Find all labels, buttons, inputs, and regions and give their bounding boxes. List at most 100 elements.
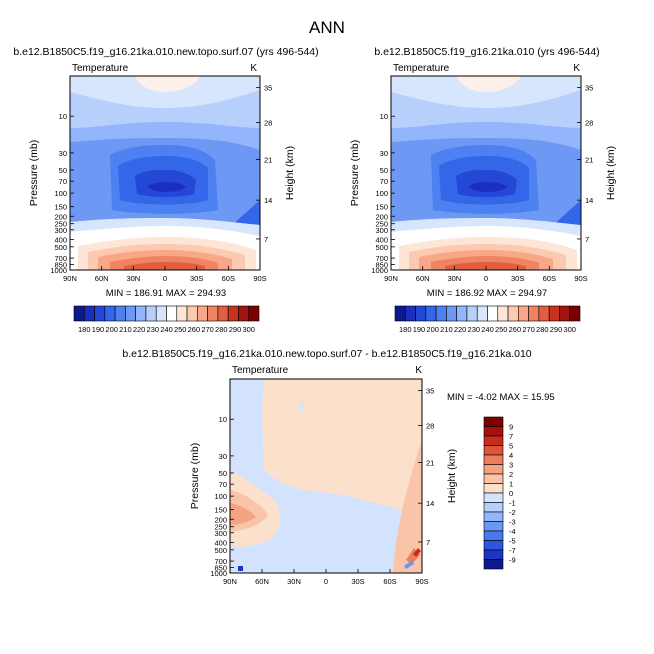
panel-subtitle-right: K (415, 365, 422, 376)
y-right-tick-label: 7 (264, 235, 268, 244)
colorbar-label: 260 (188, 325, 201, 334)
y-tick-label: 400 (54, 235, 67, 244)
colorbar-swatch (114, 305, 126, 322)
contour-band (469, 182, 507, 192)
y-tick-label: 500 (375, 243, 388, 252)
colorbar-swatch (197, 305, 208, 322)
colorbar-label: 0 (509, 489, 513, 498)
y-axis-right: 35 28 21 14 7 (418, 387, 434, 547)
colorbar-label: 200 (426, 325, 439, 334)
x-tick-label: 90S (574, 274, 587, 283)
y-axis-label-right: Height (km) (284, 146, 296, 200)
y-tick-label: 10 (380, 112, 388, 121)
colorbar-label: -7 (509, 546, 516, 555)
y-axis-label: Pressure (mb) (349, 140, 361, 207)
y-tick-label: 200 (54, 212, 67, 221)
x-tick-label: 60N (95, 274, 109, 283)
y-right-tick-label: 14 (264, 196, 272, 205)
y-tick-label: 250 (375, 220, 388, 229)
y-tick-label: 30 (59, 149, 67, 158)
contour-band (230, 503, 256, 525)
y-tick-label: 200 (375, 212, 388, 221)
colorbar-label: -9 (509, 556, 516, 565)
x-tick-label: 0 (484, 274, 488, 283)
colorbar-swatch (548, 305, 560, 322)
x-tick-label: 0 (163, 274, 167, 283)
x-tick-label: 90N (223, 577, 237, 586)
contour-field (391, 76, 581, 270)
x-tick-label: 90S (253, 274, 266, 283)
y-tick-label: 300 (54, 226, 67, 235)
colorbar-label: 230 (468, 325, 481, 334)
x-axis: 90N 60N 30N 0 30S 60S 90S (223, 569, 429, 586)
colorbar-swatch (483, 511, 504, 522)
contour-band (413, 548, 421, 557)
colorbar-label: 4 (509, 451, 513, 460)
colorbar-label: 5 (509, 442, 513, 451)
contour-band (148, 182, 186, 192)
colorbar-swatch (145, 305, 157, 322)
colorbar-swatch (466, 305, 478, 322)
colorbar-swatch (176, 305, 188, 322)
colorbar-label: 230 (147, 325, 160, 334)
x-tick-label: 60S (222, 274, 235, 283)
colorbar-swatch (518, 305, 529, 322)
stats-text: MIN = 186.91 MAX = 294.93 (106, 288, 226, 299)
colorbar-swatch (217, 305, 229, 322)
y-tick-label: 1000 (50, 266, 67, 275)
x-tick-label: 30N (447, 274, 461, 283)
colorbar: 180 190 200 210 220 230 240 250 260 270 280 290 300 (73, 305, 260, 334)
panel-subtitle-left: Temperature (393, 63, 450, 74)
panel-subtitle-right: K (250, 63, 257, 74)
y-tick-label: 300 (214, 529, 227, 538)
y-tick-label: 850 (375, 261, 388, 270)
colorbar-swatch (483, 521, 504, 532)
colorbar-swatch (569, 305, 581, 322)
colorbar-swatch (73, 305, 85, 322)
contour-band (300, 403, 303, 411)
contour-band (445, 262, 526, 270)
contour-band (238, 566, 243, 571)
colorbar-label: 180 (78, 325, 91, 334)
y-tick-label: 500 (214, 546, 227, 555)
y-axis-right: 35 28 21 14 7 (577, 84, 593, 244)
y-tick-label: 100 (54, 189, 67, 198)
colorbar-swatch (483, 435, 504, 446)
y-right-tick-label: 14 (426, 499, 434, 508)
colorbar-swatch (104, 305, 116, 322)
colorbar-swatch (394, 305, 406, 322)
colorbar-swatch (538, 305, 550, 322)
y-tick-label: 100 (214, 492, 227, 501)
colorbar-swatch (186, 305, 198, 322)
colorbar-label: -5 (509, 537, 516, 546)
colorbar-swatch (483, 445, 504, 456)
contour-band (404, 560, 414, 569)
y-axis-right: 35 28 21 14 7 (256, 84, 272, 244)
y-tick-label: 1000 (210, 569, 227, 578)
contour-band (124, 262, 205, 270)
y-tick-label: 150 (214, 506, 227, 515)
y-right-tick-label: 21 (585, 155, 593, 164)
y-tick-label: 30 (219, 452, 227, 461)
colorbar-swatch (528, 305, 540, 322)
colorbar-swatch (483, 559, 504, 570)
panel-top-left: b.e12.B1850C5.f19_g16.21ka.010.new.topo.… (13, 46, 318, 334)
colorbar-swatch (483, 540, 504, 551)
panel-title: b.e12.B1850C5.f19_g16.21ka.010.new.topo.… (122, 348, 531, 360)
colorbar-swatch (435, 305, 447, 322)
y-tick-label: 70 (380, 177, 388, 186)
colorbar-swatch (483, 549, 504, 560)
colorbar-label: 290 (550, 325, 563, 334)
y-right-tick-label: 21 (426, 458, 434, 467)
colorbar-label: -4 (509, 527, 516, 536)
contour-band (391, 76, 581, 108)
colorbar-swatch (238, 305, 250, 322)
x-axis: 90N 60N 30N 0 30S 60S 90S (63, 266, 267, 283)
panel-bottom: b.e12.B1850C5.f19_g16.21ka.010.new.topo.… (122, 348, 554, 586)
y-right-tick-label: 28 (426, 422, 434, 431)
panel-subtitle-right: K (573, 63, 580, 74)
colorbar-swatch (497, 305, 509, 322)
x-tick-label: 30S (190, 274, 203, 283)
y-tick-label: 700 (214, 557, 227, 566)
